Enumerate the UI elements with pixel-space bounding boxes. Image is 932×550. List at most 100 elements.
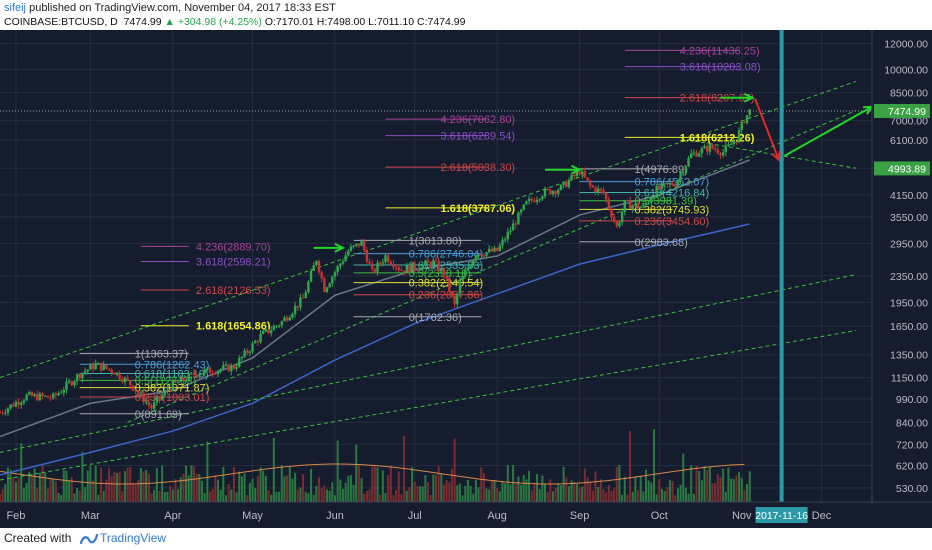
volume-bar xyxy=(206,441,209,502)
candle-body xyxy=(511,223,515,231)
candle-body xyxy=(700,148,704,154)
candle-body xyxy=(493,247,496,252)
time-tick-label: Dec xyxy=(812,510,832,522)
chart-area[interactable]: 1(1363.37) 0.786(1262.43) 0.618(1183.19) 0.… xyxy=(0,30,932,528)
volume-bar xyxy=(217,479,219,502)
candle-body xyxy=(336,266,339,273)
volume-bar xyxy=(158,490,161,502)
candle-body xyxy=(259,333,262,343)
volume-bar xyxy=(283,476,286,502)
volume-bar xyxy=(384,493,387,502)
volume-bar xyxy=(530,490,533,502)
candle-body xyxy=(432,260,435,267)
candle-body xyxy=(402,270,406,273)
volume-bar xyxy=(235,492,238,502)
ohlc-values: O:7170.01 H:7498.00 L:7011.10 C:7474.99 xyxy=(264,16,466,28)
candle-body xyxy=(650,198,653,203)
volume-bar xyxy=(464,485,467,502)
volume-bar xyxy=(458,483,461,502)
candle-body xyxy=(46,395,50,398)
time-tick-label: Jun xyxy=(326,510,344,522)
volume-bar xyxy=(110,476,113,502)
time-tick-label: Apr xyxy=(164,510,181,522)
fib-level-label: 0.618(1183.19) xyxy=(135,369,209,381)
candle-body xyxy=(137,391,140,394)
candle-body xyxy=(36,394,39,401)
candle-body xyxy=(222,365,225,369)
volume-bar xyxy=(631,491,634,502)
candle-body xyxy=(721,152,725,156)
candle-body xyxy=(682,173,685,175)
volume-bar xyxy=(525,479,528,502)
volume-bar xyxy=(171,489,174,502)
volume-bar xyxy=(1,489,4,502)
fib-level-label: 1(4976.89) xyxy=(635,164,688,176)
fib-level-label: 1.618(3787.06) xyxy=(440,203,515,215)
candle-body xyxy=(355,243,358,246)
volume-bar xyxy=(746,483,749,502)
candle-body xyxy=(434,260,438,262)
volume-bar xyxy=(371,466,374,502)
candle-body xyxy=(352,245,355,247)
volume-bar xyxy=(639,475,642,502)
volume-bar xyxy=(339,479,342,502)
volume-bar xyxy=(666,486,669,502)
candle-body xyxy=(105,364,108,369)
author-link[interactable]: sifeij xyxy=(4,2,27,14)
candle-body xyxy=(442,268,446,277)
candle-body xyxy=(184,380,188,382)
volume-bar xyxy=(501,481,504,502)
candle-body xyxy=(176,382,180,384)
volume-bar xyxy=(70,477,73,502)
candle-body xyxy=(81,372,84,379)
volume-bar xyxy=(185,465,188,502)
candle-body xyxy=(671,183,674,186)
candle-body xyxy=(448,278,451,292)
fib-level-label: 2.618(8207.67) xyxy=(680,93,755,105)
volume-bar xyxy=(413,481,416,502)
candle-body xyxy=(748,109,751,116)
candle-body xyxy=(70,381,73,386)
candle-body xyxy=(735,141,738,143)
price-tick-label: 2350.00 xyxy=(890,271,928,283)
volume-bar xyxy=(485,488,488,502)
candle-body xyxy=(6,408,10,413)
candle-body xyxy=(363,240,366,251)
volume-bar xyxy=(352,484,355,502)
marker-vertical-line xyxy=(779,30,784,502)
volume-bar xyxy=(89,465,92,502)
candle-body xyxy=(299,297,302,308)
volume-bar xyxy=(703,465,706,502)
candle-body xyxy=(381,262,385,264)
fib-level-label: 0.236(3454.60) xyxy=(635,216,710,228)
candle-body xyxy=(538,199,541,201)
volume-bar xyxy=(613,488,616,502)
candle-body xyxy=(160,395,164,400)
arrow-shaft xyxy=(754,98,780,161)
price-tick-label: 620.00 xyxy=(896,461,928,473)
volume-bar xyxy=(182,473,185,502)
volume-bar xyxy=(676,488,679,502)
candle-body xyxy=(168,390,172,392)
candle-body xyxy=(320,272,323,279)
last-price: 7474.99 xyxy=(123,16,162,28)
volume-bar xyxy=(562,466,565,502)
volume-bar xyxy=(0,493,1,502)
volume-bar xyxy=(698,471,701,502)
tradingview-link[interactable]: TradingView xyxy=(100,531,167,545)
volume-bar xyxy=(209,491,212,502)
candle-body xyxy=(719,153,722,156)
volume-bar xyxy=(315,485,318,502)
candle-body xyxy=(121,379,124,382)
candle-body xyxy=(147,401,151,406)
volume-bar xyxy=(573,481,576,502)
volume-bar xyxy=(84,487,87,502)
volume-bar xyxy=(493,479,496,502)
volume-bar xyxy=(248,482,251,502)
volume-bar xyxy=(262,470,265,502)
candle-body xyxy=(129,379,132,386)
volume-bar xyxy=(469,485,472,502)
price-chart[interactable]: 1(1363.37)0.786(1262.43)0.618(1183.19) 0.… xyxy=(0,30,932,528)
fib-level-label: 4.236(7062.80) xyxy=(440,114,515,126)
candle-body xyxy=(131,385,135,391)
